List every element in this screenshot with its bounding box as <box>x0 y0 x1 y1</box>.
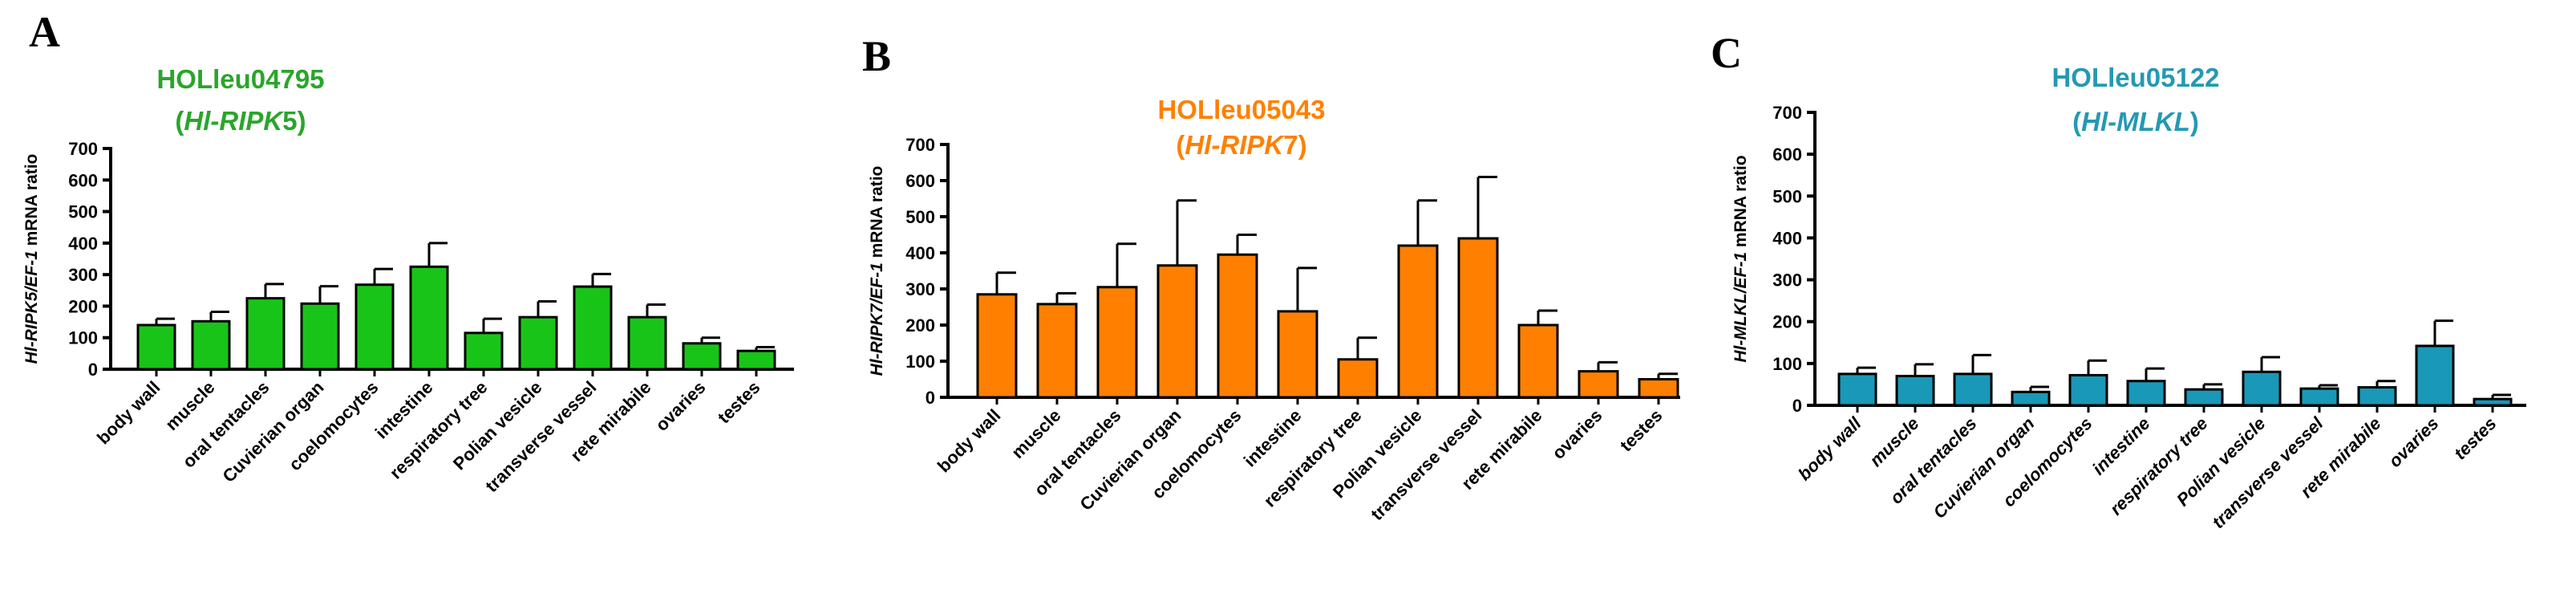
chart-title: HOLleu05043 <box>1157 95 1325 124</box>
y-axis-label: Hl-RIPK7/EF-1 mRNA ratio <box>868 166 886 376</box>
panel-a: A HOLleu04795 (Hl-RIPK5) Hl-RIPK5/EF-1 mRNA… <box>22 8 794 496</box>
y-tick-label: 100 <box>68 328 98 348</box>
x-tick-label: ovaries <box>2384 413 2442 471</box>
y-tick-label: 700 <box>1772 103 1802 123</box>
bar-coelomocytes <box>2068 373 2108 407</box>
x-tick-label: testes <box>714 377 764 428</box>
bar-testes <box>2473 397 2513 407</box>
y-tick-label: 500 <box>905 207 935 227</box>
bar-cuvierian-organ <box>2011 390 2051 407</box>
bar-intestine <box>409 265 449 371</box>
bar-intestine <box>1277 310 1318 399</box>
bar-oral-tentacles <box>1096 286 1138 399</box>
y-axis-label: Hl-RIPK5/EF-1 mRNA ratio <box>22 154 41 364</box>
y-tick-label: 200 <box>68 296 98 316</box>
chart-subtitle: (Hl-RIPK7) <box>1176 130 1306 160</box>
y-tick-label: 300 <box>68 265 98 285</box>
y-tick-label: 600 <box>68 170 98 190</box>
bar-transverse-vessel <box>1457 237 1499 399</box>
chart-title: HOLleu04795 <box>156 64 324 94</box>
bar-body-wall <box>1837 372 1877 407</box>
y-tick-label: 700 <box>905 135 935 155</box>
y-tick-label: 500 <box>68 202 98 222</box>
x-tick-label: muscle <box>1007 405 1064 462</box>
bar-respiratory-tree <box>2184 388 2224 407</box>
x-tick-label: transverse vessel <box>1367 405 1485 524</box>
y-tick-label: 300 <box>905 279 935 299</box>
bar-testes <box>736 349 776 371</box>
y-tick-label: 500 <box>1772 186 1802 206</box>
bar-muscle <box>1036 303 1078 399</box>
panel-letter: C <box>1711 29 1742 77</box>
bar-testes <box>1638 378 1679 399</box>
x-tick-label: ovaries <box>1548 405 1606 463</box>
x-tick-label: Cuvierian organ <box>1929 413 2038 523</box>
bar-rete-mirabile <box>2357 386 2397 407</box>
bar-respiratory-tree <box>1337 358 1379 399</box>
bar-body-wall <box>136 323 176 371</box>
y-tick-label: 0 <box>1792 396 1802 416</box>
panel-letter: B <box>862 32 891 80</box>
panel-letter: A <box>29 8 60 56</box>
bar-rete-mirabile <box>1517 323 1559 399</box>
y-tick-label: 200 <box>905 315 935 336</box>
x-tick-label: testes <box>2450 413 2501 464</box>
bar-intestine <box>2126 380 2166 407</box>
panel-c: C HOLleu05122 (Hl-MLKL) Hl-MLKL/EF-1 mRNA r… <box>1711 29 2526 532</box>
x-tick-label: body wall <box>934 405 1005 477</box>
x-tick-label: testes <box>1616 405 1667 456</box>
y-tick-label: 100 <box>1772 354 1802 374</box>
bar-oral-tentacles <box>1953 372 1993 407</box>
x-tick-label: Cuvierian organ <box>218 377 327 486</box>
y-tick-label: 100 <box>905 352 935 372</box>
y-tick-label: 700 <box>68 139 98 159</box>
y-tick-label: 600 <box>1772 144 1802 165</box>
y-tick-label: 200 <box>1772 312 1802 332</box>
y-tick-label: 300 <box>1772 270 1802 291</box>
bar-polian-vesicle <box>2242 370 2282 407</box>
y-tick-label: 0 <box>925 388 935 408</box>
bar-coelomocytes <box>1217 253 1258 399</box>
panel-b: B HOLleu05043 (Hl-RIPK7) Hl-RIPK7/EF-1 mRNA… <box>862 32 1680 524</box>
bar-muscle <box>1895 375 1935 407</box>
x-tick-label: respiratory tree <box>2106 413 2212 519</box>
x-tick-label: body wall <box>1794 413 1865 484</box>
x-tick-label: respiratory tree <box>386 377 492 483</box>
y-tick-label: 0 <box>88 360 98 380</box>
bar-ovaries <box>1578 370 1619 399</box>
bar-ovaries <box>2415 344 2455 407</box>
bar-cuvierian-organ <box>1156 264 1198 399</box>
bar-muscle <box>191 319 231 371</box>
y-tick-label: 600 <box>905 171 935 191</box>
y-tick-label: 400 <box>68 234 98 254</box>
bar-ovaries <box>682 342 722 371</box>
y-axis-label: Hl-MLKL/EF-1 mRNA ratio <box>1732 155 1750 362</box>
y-tick-label: 400 <box>905 243 935 263</box>
x-tick-label: Cuvierian organ <box>1075 405 1185 514</box>
y-tick-label: 400 <box>1772 228 1802 248</box>
bar-cuvierian-organ <box>300 302 340 371</box>
bar-body-wall <box>976 293 1018 399</box>
chart-subtitle: (Hl-RIPK5) <box>175 106 306 136</box>
x-tick-label: ovaries <box>651 377 709 435</box>
bar-polian-vesicle <box>518 315 558 371</box>
bar-coelomocytes <box>354 283 395 371</box>
bar-transverse-vessel <box>573 285 613 371</box>
chart-subtitle: (Hl-MLKL) <box>2072 107 2199 136</box>
bar-polian-vesicle <box>1397 244 1439 399</box>
bar-rete-mirabile <box>627 315 667 371</box>
bar-transverse-vessel <box>2299 387 2339 407</box>
bar-oral-tentacles <box>245 297 286 371</box>
x-tick-label: muscle <box>1865 413 1922 470</box>
x-tick-label: body wall <box>93 377 164 449</box>
chart-title: HOLleu05122 <box>2051 63 2219 92</box>
bar-respiratory-tree <box>464 331 504 371</box>
x-tick-label: transverse vessel <box>2208 413 2327 532</box>
